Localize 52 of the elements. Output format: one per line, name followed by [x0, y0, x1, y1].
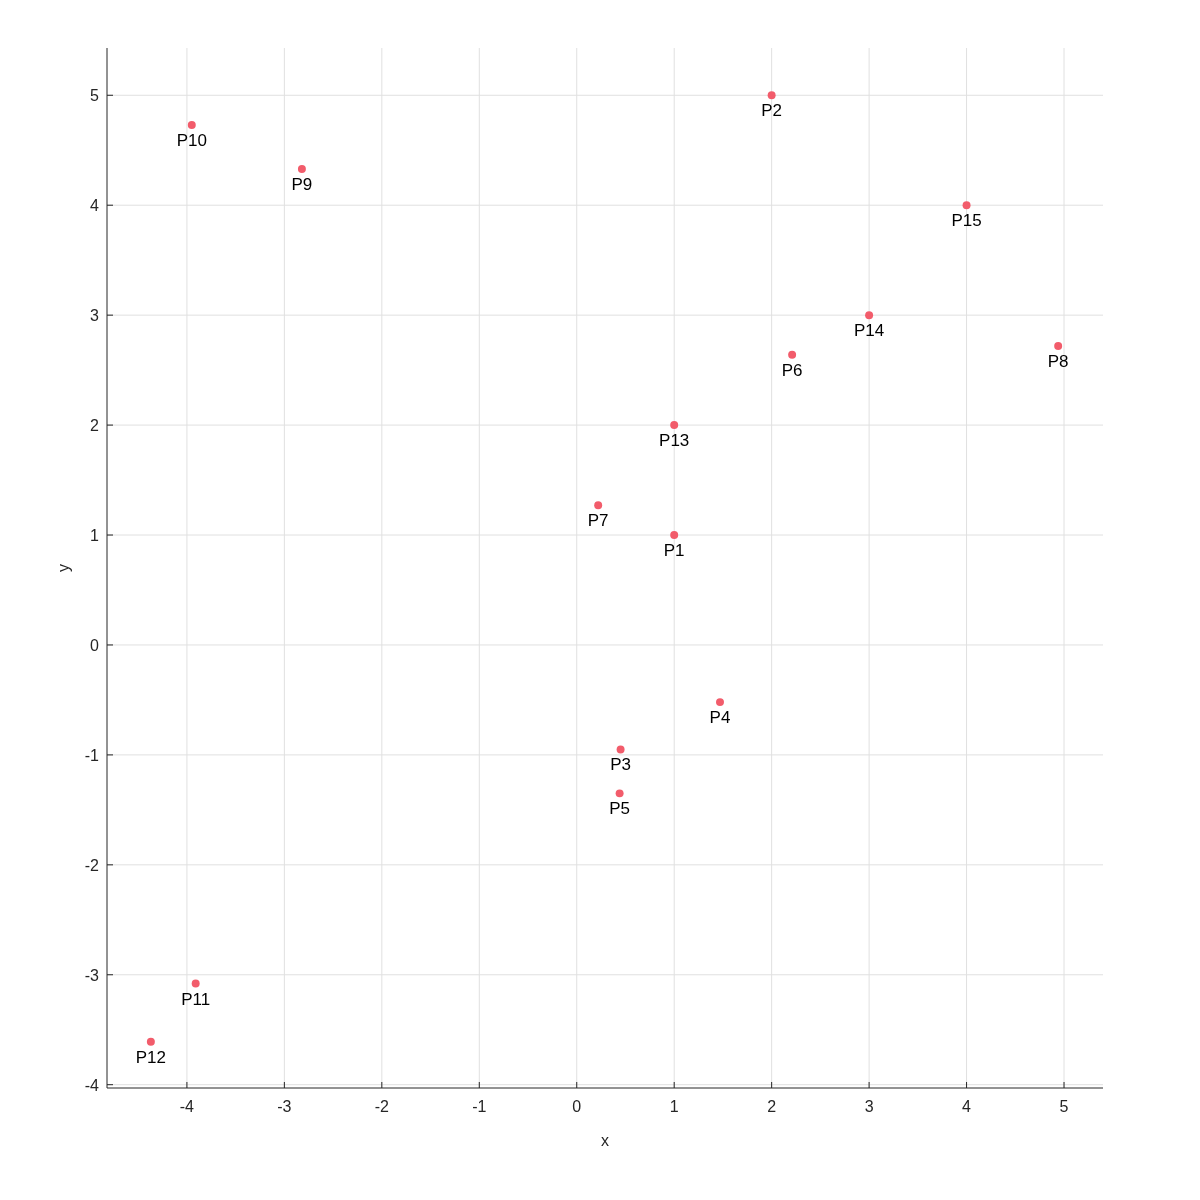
- x-tick-label: 1: [669, 1098, 679, 1115]
- point: [191, 979, 200, 988]
- x-tick-label: 3: [864, 1098, 874, 1115]
- x-axis-title: x: [601, 1132, 609, 1149]
- point: [616, 745, 625, 754]
- annotation: P11: [181, 989, 211, 1009]
- point: [962, 201, 971, 210]
- annotation: P10: [176, 130, 207, 150]
- x-tick-label: 5: [1059, 1098, 1069, 1115]
- point: [615, 789, 624, 798]
- annotation: P13: [659, 431, 690, 451]
- point: [146, 1037, 155, 1046]
- x-tick-label: -4: [179, 1098, 195, 1115]
- annotation: P2: [761, 101, 783, 121]
- annotation: P12: [135, 1047, 166, 1067]
- point: [865, 311, 874, 320]
- annotation: P7: [587, 511, 609, 531]
- annotation: P1: [663, 541, 685, 561]
- point: [670, 421, 679, 430]
- y-axis-title: y: [55, 564, 72, 572]
- y-tick-label: 0: [90, 636, 100, 654]
- annotation: P4: [709, 708, 731, 728]
- y-tick-label: 5: [90, 87, 100, 105]
- point: [1054, 341, 1063, 350]
- annotation: P5: [609, 799, 631, 819]
- annotation: P8: [1047, 351, 1069, 371]
- annotation: P6: [781, 360, 803, 380]
- annotation: P15: [951, 211, 982, 231]
- x-tick-label: 2: [767, 1098, 777, 1115]
- point: [716, 698, 724, 707]
- point: [297, 164, 306, 173]
- y-tick-label: -3: [84, 966, 100, 984]
- x-tick-label: 4: [962, 1098, 972, 1115]
- point: [767, 91, 776, 100]
- point: [187, 120, 196, 129]
- point: [594, 501, 603, 510]
- annotation: P14: [853, 321, 885, 341]
- y-tick-label: -4: [84, 1076, 100, 1094]
- x-tick-label: -1: [472, 1098, 487, 1115]
- y-tick-label: 1: [90, 527, 100, 545]
- y-tick-label: 3: [90, 307, 100, 325]
- x-tick-label: 0: [572, 1098, 582, 1115]
- annotation: P3: [610, 755, 631, 775]
- annotation: P9: [291, 174, 313, 194]
- y-tick-label: 4: [90, 197, 100, 215]
- y-tick-label: -1: [84, 746, 100, 764]
- point: [788, 350, 797, 359]
- y-tick-label: -2: [84, 856, 100, 874]
- x-tick-label: -2: [374, 1098, 390, 1115]
- point: [670, 531, 679, 539]
- y-tick-label: 2: [90, 417, 100, 435]
- x-tick-label: -3: [277, 1098, 292, 1115]
